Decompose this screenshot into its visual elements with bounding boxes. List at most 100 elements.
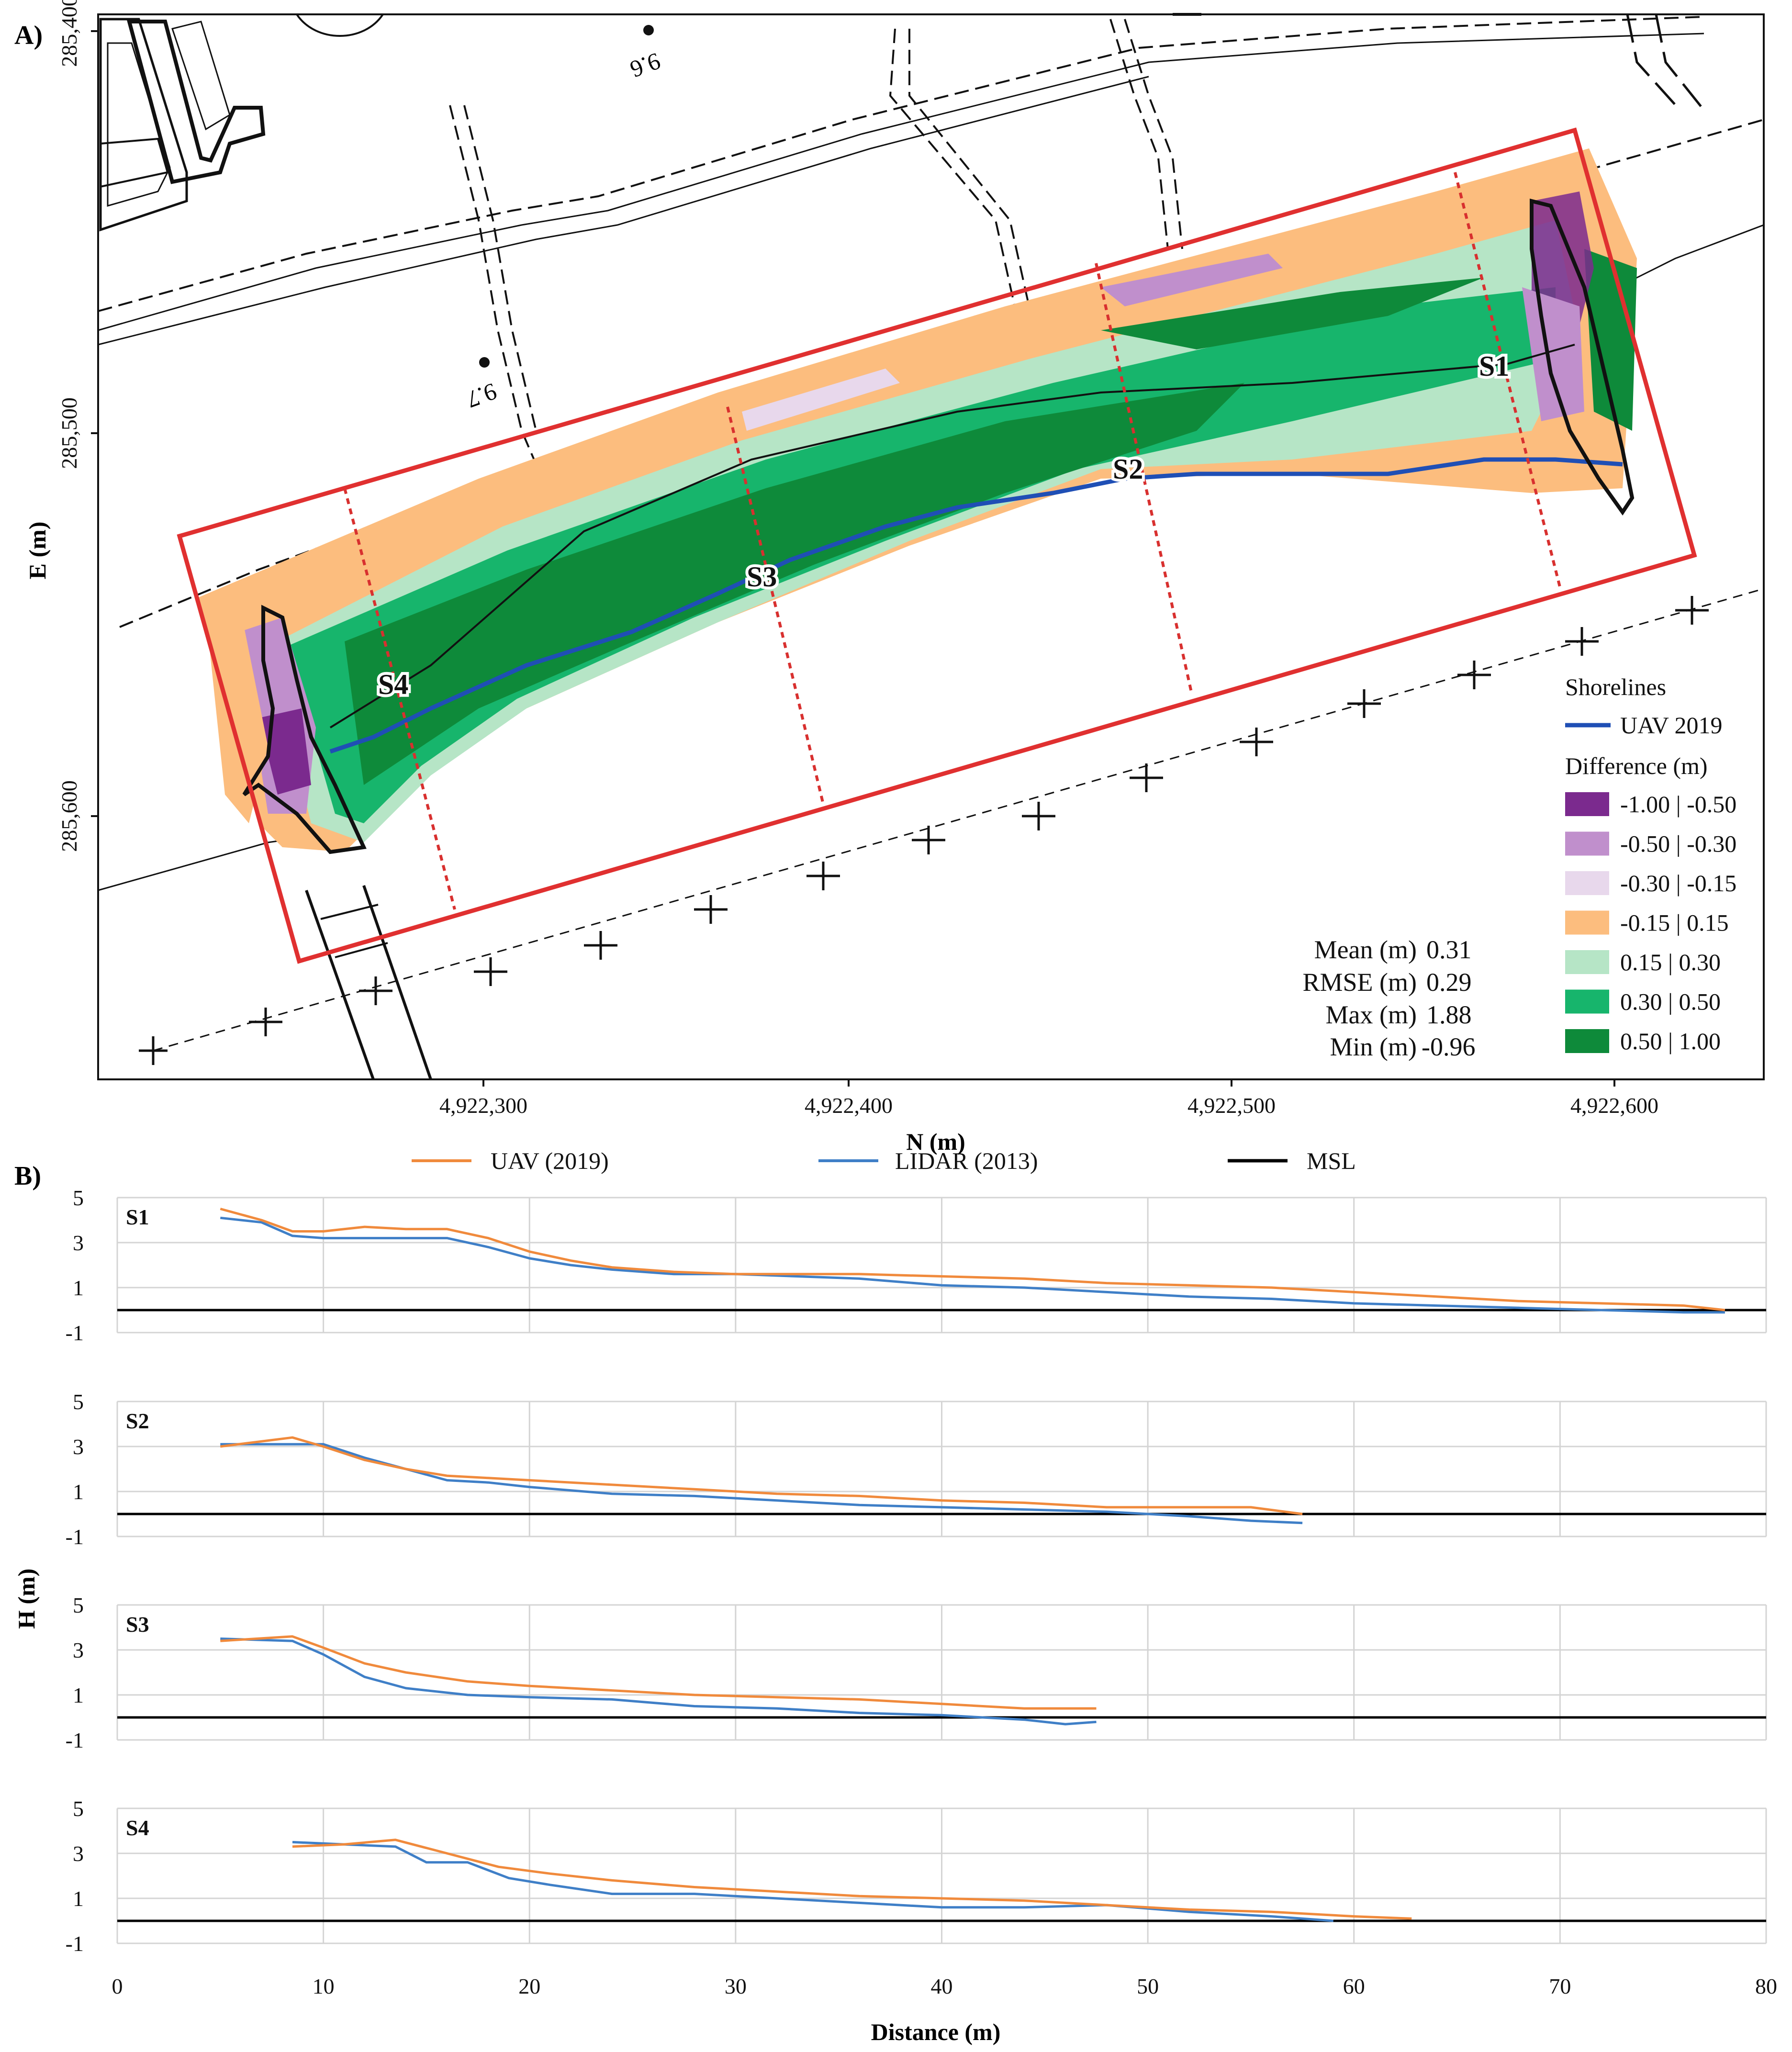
legend-class-label-6: 0.30 | 0.50 <box>1620 988 1721 1015</box>
rock-outline-west <box>242 605 367 854</box>
y-tick-label: -1 <box>66 1525 84 1549</box>
uav-shoreline <box>329 457 1623 754</box>
y-tick-label: 3 <box>73 1638 84 1662</box>
profile-label-s1: S1 <box>126 1205 149 1229</box>
msl-line <box>329 344 1575 729</box>
y-tick-label: 5 <box>73 1186 84 1210</box>
profile-legend: UAV (2019) LIDAR (2013) MSL <box>412 1147 1356 1174</box>
y-tick-label: 5 <box>73 1390 84 1414</box>
map-x-tick-1: 4,922,300 <box>439 1093 527 1118</box>
legend-lidar-label: LIDAR (2013) <box>895 1147 1038 1174</box>
legend-swatch-4 <box>1565 910 1609 935</box>
panel-a-label: A) <box>14 21 43 50</box>
legend-shorelines-title: Shorelines <box>1565 673 1666 700</box>
map-y-axis: 285,400 285,500 285,600 E (m) <box>24 0 98 852</box>
x-tick-label: 0 <box>112 1974 123 1998</box>
y-tick-label: -1 <box>66 1321 84 1345</box>
legend-class-label-5: 0.15 | 0.30 <box>1620 949 1721 976</box>
legend-swatch-1 <box>1565 792 1609 816</box>
legend-swatch-3 <box>1565 871 1609 895</box>
section-label-s3: S3 <box>747 561 777 593</box>
legend-msl-label: MSL <box>1307 1147 1356 1174</box>
legend-swatch-2 <box>1565 831 1609 856</box>
x-tick-label: 40 <box>931 1974 953 1998</box>
y-tick-label: 1 <box>73 1480 84 1504</box>
legend-swatch-5 <box>1565 950 1609 974</box>
profile-chart-s2: 5 3 1 -1 S2 <box>66 1390 1767 1549</box>
legend-class-label-2: -0.50 | -0.30 <box>1620 830 1736 857</box>
map-panel: 9.6 9.7 <box>97 13 1765 1080</box>
legend-class-label-1: -1.00 | -0.50 <box>1620 791 1736 818</box>
legend-class-label-4: -0.15 | 0.15 <box>1620 909 1729 936</box>
section-label-s2: S2 <box>1113 453 1143 485</box>
y-tick-label: -1 <box>66 1728 84 1752</box>
section-lines <box>343 172 1562 910</box>
rock-outline-east <box>1530 198 1635 516</box>
y-tick-label: 1 <box>73 1886 84 1911</box>
stat-rmse-value: 0.29 <box>1426 968 1472 997</box>
stat-rmse-label: RMSE (m) <box>1302 968 1417 997</box>
y-tick-label: 3 <box>73 1435 84 1459</box>
legend-swatch-7 <box>1565 1029 1609 1053</box>
legend-class-label-3: -0.30 | -0.15 <box>1620 870 1736 897</box>
legend-shoreline-label: UAV 2019 <box>1620 712 1722 739</box>
series-lidar-line <box>220 1637 1097 1726</box>
section-label-s4: S4 <box>378 669 408 700</box>
basemap-lines <box>98 13 1764 1080</box>
profile-label-s3: S3 <box>126 1612 149 1637</box>
x-tick-label: 60 <box>1343 1974 1365 1998</box>
series-uav-line <box>220 1208 1725 1312</box>
series-lidar-line <box>220 1443 1303 1525</box>
x-tick-label: 80 <box>1755 1974 1777 1998</box>
map-x-title: N (m) <box>906 1128 965 1155</box>
profile-label-s4: S4 <box>126 1816 149 1840</box>
profiles-x-title: Distance (m) <box>871 2018 1001 2045</box>
map-y-title: E (m) <box>24 522 51 580</box>
profile-label-s2: S2 <box>126 1409 149 1433</box>
profile-chart-s3: 5 3 1 -1 S3 <box>66 1593 1767 1752</box>
map-x-axis: 4,922,300 4,922,400 4,922,500 4,922,600 … <box>439 1079 1658 1155</box>
y-tick-label: 3 <box>73 1231 84 1255</box>
series-uav-line <box>220 1635 1097 1710</box>
difference-raster <box>196 148 1637 852</box>
map-y-tick-1: 285,400 <box>57 0 81 67</box>
legend-class-label-7: 0.50 | 1.00 <box>1620 1028 1721 1054</box>
map-legend: Shorelines UAV 2019 Difference (m) -1.00… <box>1565 673 1736 1054</box>
series-uav-line <box>292 1839 1412 1920</box>
y-tick-label: 1 <box>73 1276 84 1300</box>
map-x-tick-3: 4,922,500 <box>1187 1093 1276 1118</box>
map-x-tick-2: 4,922,400 <box>805 1093 893 1118</box>
stat-mean-label: Mean (m) <box>1314 935 1417 964</box>
y-tick-label: 5 <box>73 1593 84 1617</box>
profile-chart-s1: 5 3 1 -1 S1 <box>66 1186 1767 1345</box>
profile-chart-s4: 5 3 1 -1 S4 <box>66 1796 1767 1956</box>
map-x-tick-4: 4,922,600 <box>1570 1093 1658 1118</box>
stat-min-value: -0.96 <box>1422 1032 1475 1061</box>
study-area-frame <box>177 127 1697 964</box>
map-stats: Mean (m) 0.31 RMSE (m) 0.29 Max (m) 1.88… <box>1302 935 1475 1061</box>
y-tick-label: 3 <box>73 1841 84 1866</box>
stat-max-label: Max (m) <box>1326 1000 1417 1029</box>
section-label-s1: S1 <box>1479 350 1509 382</box>
stat-max-value: 1.88 <box>1426 1000 1472 1029</box>
panel-b-label: B) <box>14 1161 41 1191</box>
x-tick-label: 10 <box>313 1974 335 1998</box>
stat-mean-value: 0.31 <box>1426 935 1472 964</box>
y-tick-label: 1 <box>73 1683 84 1707</box>
legend-swatch-6 <box>1565 989 1609 1014</box>
map-y-tick-3: 285,600 <box>57 780 81 852</box>
x-tick-label: 70 <box>1549 1974 1571 1998</box>
legend-difference-title: Difference (m) <box>1565 752 1708 779</box>
legend-uav-label: UAV (2019) <box>491 1147 609 1174</box>
map-y-tick-2: 285,500 <box>57 397 81 469</box>
y-tick-label: 5 <box>73 1796 84 1821</box>
series-uav-line <box>220 1436 1303 1515</box>
profiles-y-title: H (m) <box>13 1569 40 1629</box>
x-tick-label: 30 <box>725 1974 747 1998</box>
profile-charts: 5 3 1 -1 S1 5 3 1 -1 S2 5 3 1 -1 S3 5 3 1 -1 S4 <box>66 1186 1767 1956</box>
x-tick-label: 50 <box>1137 1974 1159 1998</box>
y-tick-label: -1 <box>66 1931 84 1956</box>
legend-classes: -1.00 | -0.50 -0.50 | -0.30 -0.30 | -0.15 -… <box>1565 791 1736 1054</box>
x-tick-label: 20 <box>518 1974 540 1998</box>
